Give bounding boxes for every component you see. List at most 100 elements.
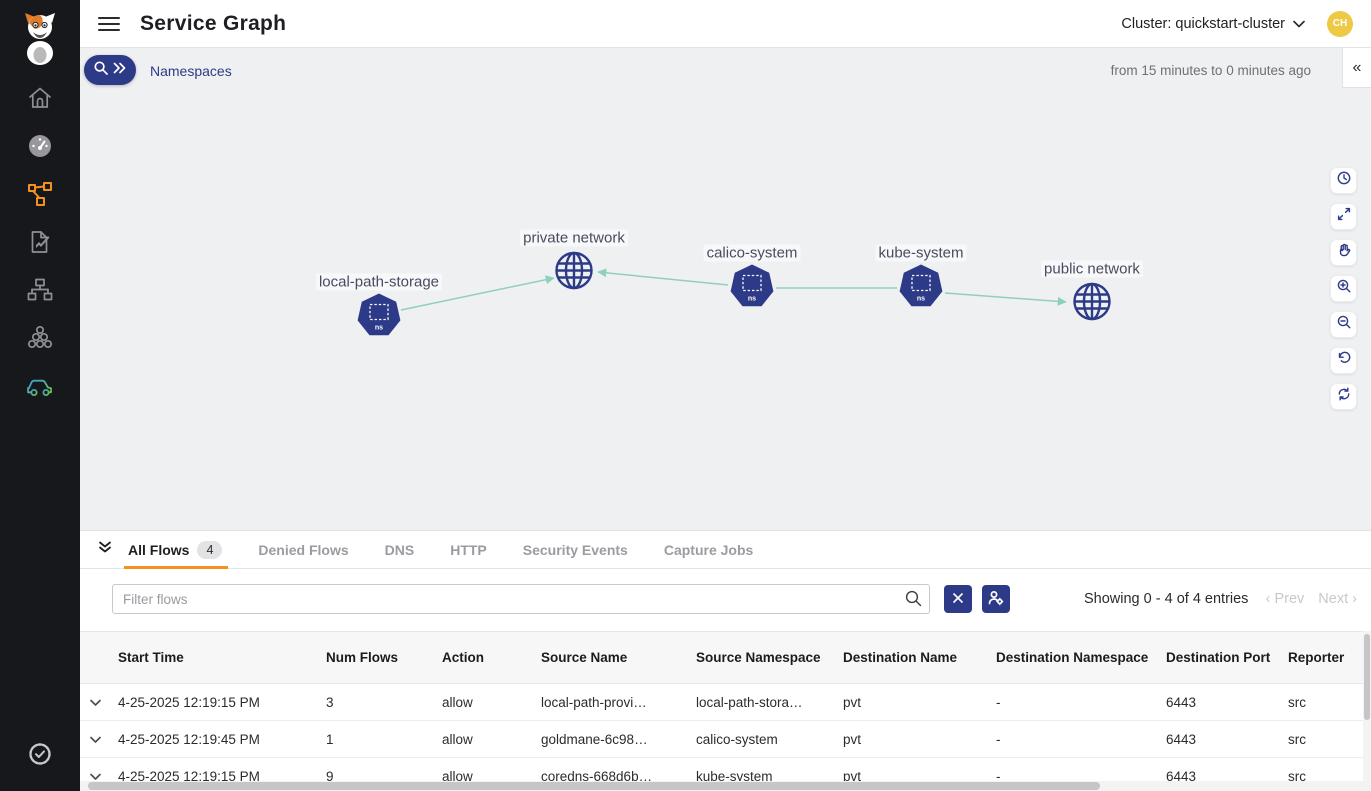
table-cell: goldmane-6c98… [533,720,688,758]
zoom-in-button[interactable] [1330,275,1357,302]
tab-http[interactable]: HTTP [450,531,487,569]
top-header: Service Graph Cluster: quickstart-cluste… [80,0,1371,48]
sidebar-item-network-topology[interactable] [0,268,80,316]
sidebar-item-certificate[interactable] [0,739,80,773]
table-cell: 4-25-2025 12:19:15 PM [110,683,318,721]
search-icon [94,60,108,80]
graph-search-button[interactable] [84,55,136,85]
prev-button[interactable]: ‹ Prev [1265,591,1305,607]
pager: ‹ Prev Next › [1266,591,1357,607]
globe-icon [1073,282,1111,321]
sidebar [0,0,80,791]
row-expand-chevron-icon[interactable] [80,683,110,721]
horizontal-scrollbar[interactable] [80,781,1363,791]
graph-node-label: public network [1041,260,1143,278]
table-cell: allow [434,720,533,758]
fullscreen-icon [1337,207,1351,226]
column-header[interactable]: Destination Name [835,631,988,684]
sidebar-item-dashboard[interactable] [0,124,80,172]
svg-text:ns: ns [748,296,756,303]
search-icon [905,590,922,612]
table-header-row: Start Time Num Flows Action Source Name … [80,631,1363,684]
table-cell: 6443 [1158,720,1280,758]
cluster-selector-label: Cluster: quickstart-cluster [1121,15,1285,32]
undo-layout-button[interactable] [1330,347,1357,374]
vertical-scrollbar[interactable] [1363,631,1371,791]
namespace-heptagon-icon: ns [357,293,401,336]
service-graph-icon [27,181,53,212]
graph-node-namespace[interactable]: kube-system ns [875,244,967,314]
tab-dns[interactable]: DNS [385,531,415,569]
graph-node-network[interactable]: private network [520,229,628,297]
panel-collapse-button[interactable] [96,541,114,559]
sidebar-item-car[interactable] [0,364,80,412]
refresh-button[interactable] [1330,383,1357,410]
hamburger-menu-icon[interactable] [96,11,122,37]
tab-all-flows[interactable]: All Flows 4 [123,531,229,569]
column-header[interactable]: Reporter [1280,631,1363,684]
refresh-icon [1337,387,1351,406]
dashboard-gauge-icon [27,133,53,164]
table-cell: src [1280,720,1363,758]
column-header[interactable]: Source Name [533,631,688,684]
column-header[interactable]: Num Flows [318,631,434,684]
tab-denied-flows[interactable]: Denied Flows [258,531,348,569]
fullscreen-button[interactable] [1330,203,1357,230]
sidebar-item-service-graph[interactable] [0,172,80,220]
clusters-icon [27,325,53,356]
header-spacer [80,631,110,684]
time-settings-button[interactable] [1330,167,1357,194]
service-graph-canvas[interactable]: local-path-storage ns private network ca… [80,48,1371,530]
cluster-selector[interactable]: Cluster: quickstart-cluster [1121,16,1305,32]
table-row[interactable]: 4-25-2025 12:19:45 PM 1 allow goldmane-6c98… [80,720,1363,758]
chevron-down-icon [1293,16,1305,32]
column-header[interactable]: Destination Port [1158,631,1280,684]
sidebar-item-clusters[interactable] [0,316,80,364]
clock-icon [1337,171,1351,190]
namespace-heptagon-icon: ns [730,264,774,307]
column-header[interactable]: Action [434,631,533,684]
clear-filter-button[interactable] [944,585,972,613]
graph-node-label: calico-system [703,244,801,262]
column-header[interactable]: Start Time [110,631,318,684]
avatar[interactable]: CH [1327,10,1353,37]
table-row[interactable]: 4-25-2025 12:19:15 PM 3 allow local-path-pr… [80,683,1363,721]
pan-button[interactable] [1330,239,1357,266]
right-panel-collapse-button[interactable]: « [1342,48,1371,88]
column-header[interactable]: Source Namespace [688,631,835,684]
graph-node-label: private network [520,229,628,247]
flows-table: Start Time Num Flows Action Source Name … [80,631,1363,791]
sidebar-item-home[interactable] [0,76,80,124]
tab-security-events[interactable]: Security Events [523,531,628,569]
svg-text:ns: ns [917,296,925,303]
breadcrumb-namespaces[interactable]: Namespaces [150,63,232,79]
table-cell: 6443 [1158,683,1280,721]
car-icon [26,374,54,403]
tab-label: Denied Flows [258,541,349,558]
flows-table-body: 4-25-2025 12:19:15 PM 3 allow local-path-pr… [80,683,1363,791]
sidebar-item-reports[interactable] [0,220,80,268]
zoom-out-icon [1337,315,1351,334]
table-cell: 1 [318,720,434,758]
graph-node-namespace[interactable]: local-path-storage ns [315,273,443,343]
sidebar-nav [0,76,80,412]
double-chevron-down-icon [98,540,112,559]
table-cell: 4-25-2025 12:19:45 PM [110,720,318,758]
pagination-summary: Showing 0 - 4 of 4 entries [1084,591,1249,607]
graph-node-namespace[interactable]: calico-system ns [703,244,801,314]
certificate-check-icon [27,741,53,772]
graph-edges [400,268,1067,311]
column-header[interactable]: Destination Namespace [988,631,1158,684]
tab-label: Security Events [522,541,628,558]
zoom-out-button[interactable] [1330,311,1357,338]
graph-tools [1330,167,1357,410]
tab-label: HTTP [450,541,487,558]
calico-cat-logo[interactable] [0,0,80,76]
flows-tab-bar: All Flows 4 Denied Flows DNS HTTP Securi… [80,531,1371,569]
graph-node-network[interactable]: public network [1041,260,1143,328]
next-button[interactable]: Next › [1318,591,1357,607]
user-settings-button[interactable] [982,585,1010,613]
row-expand-chevron-icon[interactable] [80,720,110,758]
filter-flows-input[interactable] [112,584,930,614]
tab-capture-jobs[interactable]: Capture Jobs [664,531,753,569]
